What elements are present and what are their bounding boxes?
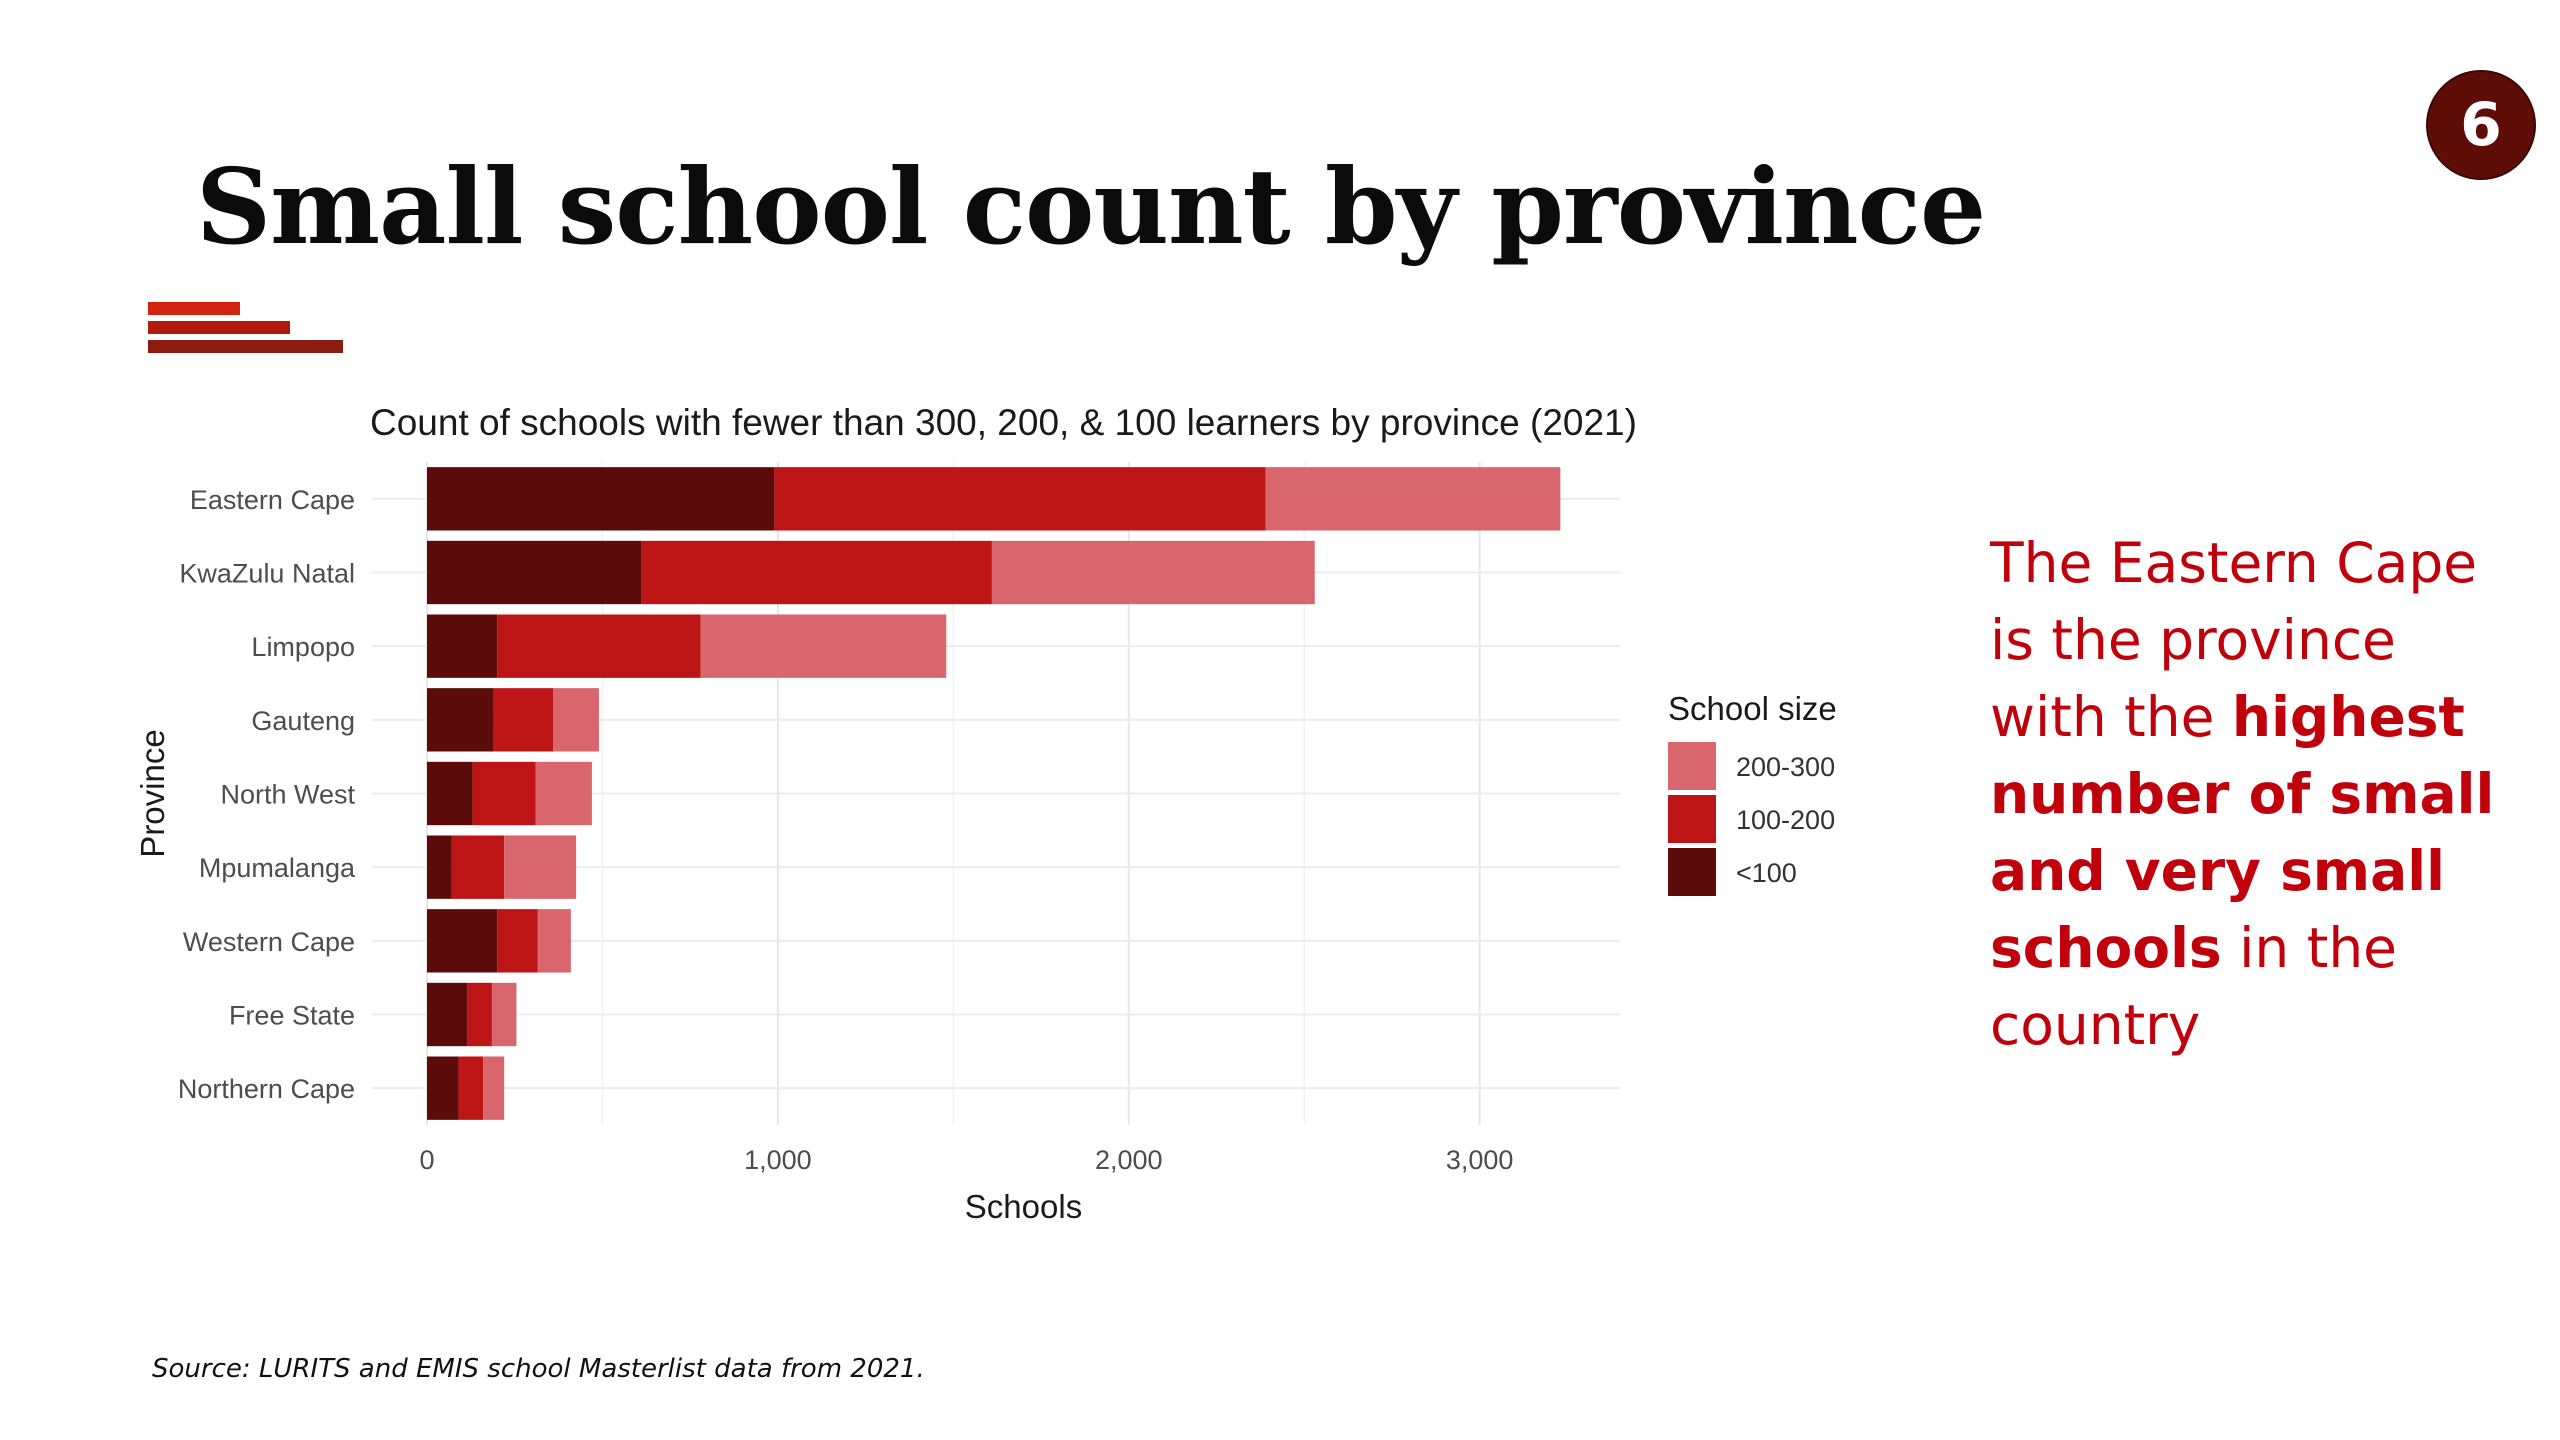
bar-segment (483, 1056, 505, 1120)
callout-segment: The Eastern Cape is the province with th… (1990, 531, 2478, 749)
legend-swatch (1668, 742, 1716, 790)
x-tick-label: 0 (419, 1145, 434, 1175)
y-tick-label: Western Cape (183, 927, 355, 957)
source-note: Source: LURITS and EMIS school Masterlis… (152, 1354, 925, 1384)
bar-segment (535, 761, 592, 826)
x-axis-label: Schools (965, 1188, 1082, 1225)
x-tick-label: 2,000 (1095, 1145, 1163, 1175)
legend-label: 100-200 (1736, 805, 1835, 835)
bar-segment (504, 835, 577, 899)
bar-segment (991, 540, 1315, 605)
bar-segment (497, 614, 701, 678)
bar-segment (491, 982, 517, 1047)
accent-bar-medium (148, 321, 290, 334)
bar-segment (458, 1056, 484, 1120)
legend-swatch (1668, 795, 1716, 843)
y-tick-label: Gauteng (251, 706, 355, 736)
bar-segment (427, 688, 494, 752)
slide-title: Small school count by province (196, 145, 1986, 268)
callout-text: The Eastern Cape is the province with th… (1990, 525, 2510, 1064)
legend-swatch (1668, 848, 1716, 896)
y-tick-label: North West (220, 780, 355, 810)
y-tick-label: Mpumalanga (199, 853, 356, 883)
bar-segment (497, 909, 538, 973)
bar-segment (427, 540, 642, 605)
bar-segment (427, 761, 473, 826)
bar-segment (700, 614, 947, 678)
callout-segment: in the country (1990, 916, 2398, 1057)
bar-segment (427, 835, 452, 899)
chart-title: Count of schools with fewer than 300, 20… (370, 402, 1637, 443)
page-number-badge: 6 (2428, 72, 2534, 178)
bar-segment (427, 1056, 459, 1120)
bar-segment (537, 909, 571, 973)
y-tick-label: KwaZulu Natal (179, 559, 355, 589)
bar-segment (427, 614, 498, 678)
bar-segment (493, 688, 554, 752)
bar-segment (427, 982, 468, 1047)
legend-title: School size (1668, 690, 1837, 727)
callout-emphasis: highest number of small and very small s… (1990, 685, 2495, 980)
bar-segment (427, 909, 498, 973)
y-axis-label: Province (134, 729, 171, 857)
bar-segment (641, 540, 992, 605)
x-tick-label: 1,000 (744, 1145, 812, 1175)
x-tick-label: 3,000 (1446, 1145, 1514, 1175)
bar-segment (451, 835, 505, 899)
accent-bar-short (148, 302, 240, 315)
bar-segment (553, 688, 599, 752)
legend-label: 200-300 (1736, 752, 1835, 782)
y-tick-label: Northern Cape (178, 1074, 355, 1104)
y-tick-label: Eastern Cape (190, 485, 355, 515)
bar-segment (427, 467, 775, 531)
bar-segment (1265, 467, 1561, 531)
y-tick-label: Limpopo (251, 632, 355, 662)
bar-segment (467, 982, 492, 1047)
y-tick-label: Free State (229, 1001, 355, 1031)
bar-segment (774, 467, 1266, 531)
legend-label: <100 (1736, 858, 1797, 888)
accent-bar-long (148, 340, 343, 353)
bar-segment (472, 761, 536, 826)
